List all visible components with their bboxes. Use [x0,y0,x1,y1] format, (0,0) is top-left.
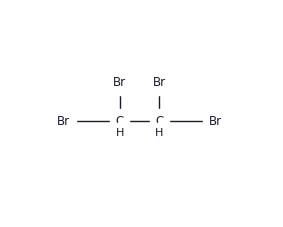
Text: Br: Br [153,76,166,89]
Text: H: H [116,128,124,138]
Text: C: C [116,115,124,128]
Text: Br: Br [209,115,222,128]
Text: Br: Br [57,115,70,128]
Text: H: H [155,128,164,138]
Text: C: C [155,115,163,128]
Text: Br: Br [113,76,127,89]
